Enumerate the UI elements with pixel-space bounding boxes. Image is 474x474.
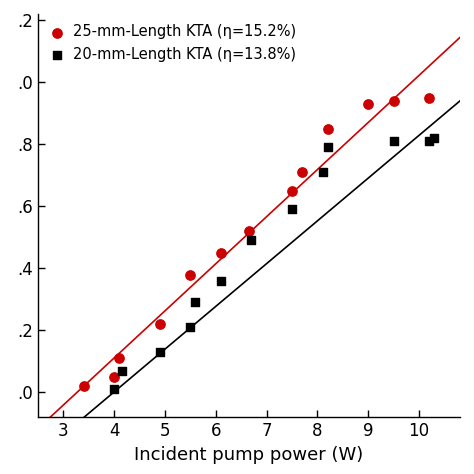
25-mm-Length KTA (η=15.2%): [156, 320, 164, 328]
20-mm-Length KTA (η=13.8%): [426, 137, 433, 145]
25-mm-Length KTA (η=15.2%): [217, 249, 225, 256]
25-mm-Length KTA (η=15.2%): [426, 94, 433, 102]
20-mm-Length KTA (η=13.8%): [319, 168, 326, 176]
25-mm-Length KTA (η=15.2%): [116, 355, 123, 362]
25-mm-Length KTA (η=15.2%): [245, 228, 253, 235]
25-mm-Length KTA (η=15.2%): [288, 187, 296, 195]
25-mm-Length KTA (η=15.2%): [365, 100, 372, 108]
20-mm-Length KTA (η=13.8%): [288, 206, 296, 213]
25-mm-Length KTA (η=15.2%): [80, 383, 88, 390]
20-mm-Length KTA (η=13.8%): [187, 323, 194, 331]
20-mm-Length KTA (η=13.8%): [217, 277, 225, 284]
25-mm-Length KTA (η=15.2%): [187, 271, 194, 278]
X-axis label: Incident pump power (W): Incident pump power (W): [134, 446, 364, 464]
20-mm-Length KTA (η=13.8%): [324, 144, 331, 151]
25-mm-Length KTA (η=15.2%): [390, 97, 398, 105]
20-mm-Length KTA (η=13.8%): [390, 137, 398, 145]
20-mm-Length KTA (η=13.8%): [110, 385, 118, 393]
20-mm-Length KTA (η=13.8%): [191, 299, 199, 306]
25-mm-Length KTA (η=15.2%): [110, 373, 118, 381]
20-mm-Length KTA (η=13.8%): [156, 348, 164, 356]
25-mm-Length KTA (η=15.2%): [299, 168, 306, 176]
20-mm-Length KTA (η=13.8%): [430, 135, 438, 142]
Legend: 25-mm-Length KTA (η=15.2%), 20-mm-Length KTA (η=13.8%): 25-mm-Length KTA (η=15.2%), 20-mm-Length…: [45, 21, 299, 64]
25-mm-Length KTA (η=15.2%): [324, 125, 331, 133]
20-mm-Length KTA (η=13.8%): [247, 237, 255, 244]
20-mm-Length KTA (η=13.8%): [118, 367, 126, 374]
